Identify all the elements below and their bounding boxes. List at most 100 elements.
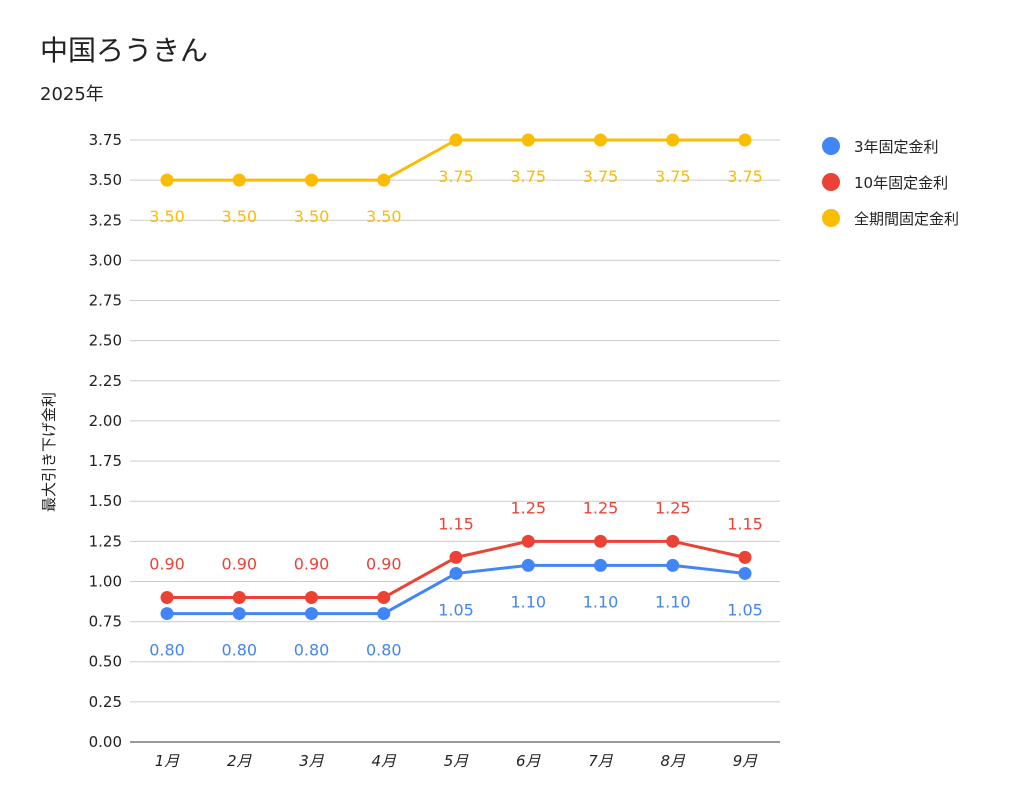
data-label: 3.50 <box>366 207 402 226</box>
legend-item-10yr[interactable]: 10年固定金利 <box>822 164 959 200</box>
data-point[interactable] <box>449 133 463 147</box>
y-tick-label: 3.50 <box>89 171 122 189</box>
data-label: 3.50 <box>221 207 257 226</box>
data-point[interactable] <box>305 607 318 621</box>
data-point[interactable] <box>738 550 752 564</box>
data-point[interactable] <box>232 173 246 187</box>
x-tick-label: 8月 <box>660 752 686 770</box>
y-tick-label: 2.25 <box>89 372 122 390</box>
data-label: 1.15 <box>727 514 763 533</box>
data-point[interactable] <box>232 607 246 621</box>
data-labels: 0.80 0.80 0.80 0.80 1.05 1.10 1.10 1.10 1.05 0.90… <box>149 167 763 660</box>
data-point[interactable] <box>594 558 607 572</box>
data-point[interactable] <box>160 591 174 605</box>
data-label: 1.10 <box>510 592 546 611</box>
data-point[interactable] <box>377 173 391 187</box>
data-point[interactable] <box>160 607 174 621</box>
y-tick-label: 0.50 <box>89 653 122 671</box>
y-tick-label: 1.50 <box>89 492 122 510</box>
x-tick-label: 2月 <box>227 752 253 770</box>
data-label: 0.80 <box>221 641 257 660</box>
y-tick-label: 2.75 <box>89 292 122 310</box>
data-point[interactable] <box>449 550 463 564</box>
data-label: 0.90 <box>366 555 402 574</box>
data-label: 0.90 <box>294 555 330 574</box>
data-label: 1.25 <box>583 498 619 517</box>
data-point[interactable] <box>666 534 680 548</box>
data-point[interactable] <box>738 133 752 147</box>
data-label: 3.75 <box>438 167 474 186</box>
data-label: 3.75 <box>510 167 546 186</box>
legend-dot-icon <box>822 173 840 191</box>
data-label: 1.05 <box>727 600 763 619</box>
data-label: 0.80 <box>294 641 330 660</box>
series-1 <box>160 534 752 605</box>
x-tick-label: 4月 <box>371 752 397 770</box>
data-label: 3.50 <box>149 207 185 226</box>
data-point[interactable] <box>738 566 752 580</box>
series-0 <box>160 558 752 621</box>
data-label: 3.75 <box>583 167 619 186</box>
legend-label: 全期間固定金利 <box>854 209 960 228</box>
data-point[interactable] <box>232 591 246 605</box>
legend-dot-icon <box>822 209 840 227</box>
data-label: 1.10 <box>655 592 691 611</box>
data-label: 0.90 <box>221 555 257 574</box>
data-label: 0.90 <box>149 555 185 574</box>
y-axis-ticks: 0.00 0.25 0.50 0.75 1.00 1.25 1.50 1.75 2.00 2.25… <box>89 131 122 751</box>
series-2 <box>160 133 752 187</box>
y-tick-label: 0.25 <box>89 693 122 711</box>
data-point[interactable] <box>521 133 535 147</box>
data-point[interactable] <box>160 173 174 187</box>
y-tick-label: 2.00 <box>89 412 122 430</box>
y-tick-label: 0.00 <box>89 733 122 751</box>
legend-item-full-term[interactable]: 全期間固定金利 <box>822 200 959 236</box>
data-label: 0.80 <box>149 641 185 660</box>
data-point[interactable] <box>594 534 607 548</box>
chart-subtitle: 2025年 <box>40 84 104 105</box>
data-label: 1.25 <box>510 498 546 517</box>
data-label: 1.15 <box>438 514 474 533</box>
data-point[interactable] <box>305 591 318 605</box>
y-tick-label: 2.50 <box>89 332 122 350</box>
series-layer <box>160 133 752 621</box>
y-tick-label: 1.00 <box>89 572 122 590</box>
y-tick-label: 1.75 <box>89 452 122 470</box>
data-point[interactable] <box>666 133 680 147</box>
legend-dot-icon <box>822 137 840 155</box>
data-label: 3.75 <box>727 167 763 186</box>
data-label: 1.10 <box>583 592 619 611</box>
y-tick-label: 1.25 <box>89 532 122 550</box>
data-label: 0.80 <box>366 641 402 660</box>
data-point[interactable] <box>521 534 535 548</box>
data-label: 1.25 <box>655 498 691 517</box>
data-label: 3.50 <box>294 207 330 226</box>
x-tick-label: 6月 <box>516 752 542 770</box>
data-label: 1.05 <box>438 600 474 619</box>
x-tick-label: 3月 <box>299 752 325 770</box>
legend-item-3yr[interactable]: 3年固定金利 <box>822 128 959 164</box>
y-tick-label: 0.75 <box>89 613 122 631</box>
data-label: 3.75 <box>655 167 691 186</box>
data-point[interactable] <box>377 607 391 621</box>
data-point[interactable] <box>521 558 535 572</box>
x-tick-label: 7月 <box>588 752 614 770</box>
y-tick-label: 3.00 <box>89 251 122 269</box>
x-axis-ticks: 1月 2月 3月 4月 5月 6月 7月 8月 9月 <box>155 752 759 770</box>
data-point[interactable] <box>305 173 318 187</box>
y-tick-label: 3.75 <box>89 131 122 149</box>
gridlines <box>130 139 780 743</box>
x-tick-label: 9月 <box>733 752 759 770</box>
data-point[interactable] <box>377 591 391 605</box>
data-point[interactable] <box>594 133 607 147</box>
x-tick-label: 5月 <box>444 752 470 770</box>
legend-label: 10年固定金利 <box>854 173 949 192</box>
legend: 3年固定金利 10年固定金利 全期間固定金利 <box>822 128 959 236</box>
y-axis-label: 最大引き下げ金利 <box>40 392 58 512</box>
data-point[interactable] <box>666 558 680 572</box>
x-tick-label: 1月 <box>155 752 181 770</box>
data-point[interactable] <box>449 566 463 580</box>
chart-title: 中国ろうきん <box>40 34 209 67</box>
legend-label: 3年固定金利 <box>854 137 939 156</box>
